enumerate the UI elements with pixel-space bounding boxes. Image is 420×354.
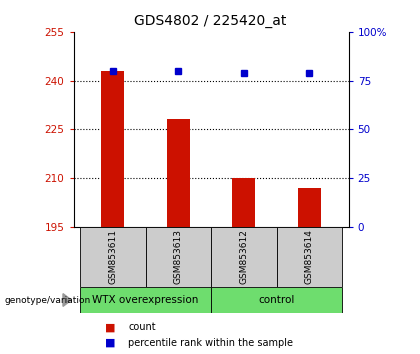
Text: GDS4802 / 225420_at: GDS4802 / 225420_at <box>134 14 286 28</box>
Bar <box>298 188 321 227</box>
Text: GSM853613: GSM853613 <box>174 229 183 284</box>
Text: genotype/variation: genotype/variation <box>4 296 90 304</box>
Bar <box>276 227 342 287</box>
Bar <box>211 287 342 313</box>
Bar <box>80 227 146 287</box>
Text: GSM853611: GSM853611 <box>108 229 117 284</box>
Text: control: control <box>258 295 295 305</box>
Bar <box>101 71 124 227</box>
Text: GSM853614: GSM853614 <box>305 229 314 284</box>
Bar <box>146 227 211 287</box>
Text: ■: ■ <box>105 322 116 332</box>
Bar <box>211 227 276 287</box>
Text: WTX overexpression: WTX overexpression <box>92 295 199 305</box>
Bar <box>80 287 211 313</box>
Bar <box>232 178 255 227</box>
Text: ■: ■ <box>105 338 116 348</box>
Polygon shape <box>63 294 71 306</box>
Bar <box>167 120 190 227</box>
Text: GSM853612: GSM853612 <box>239 229 248 284</box>
Text: percentile rank within the sample: percentile rank within the sample <box>128 338 293 348</box>
Text: count: count <box>128 322 156 332</box>
